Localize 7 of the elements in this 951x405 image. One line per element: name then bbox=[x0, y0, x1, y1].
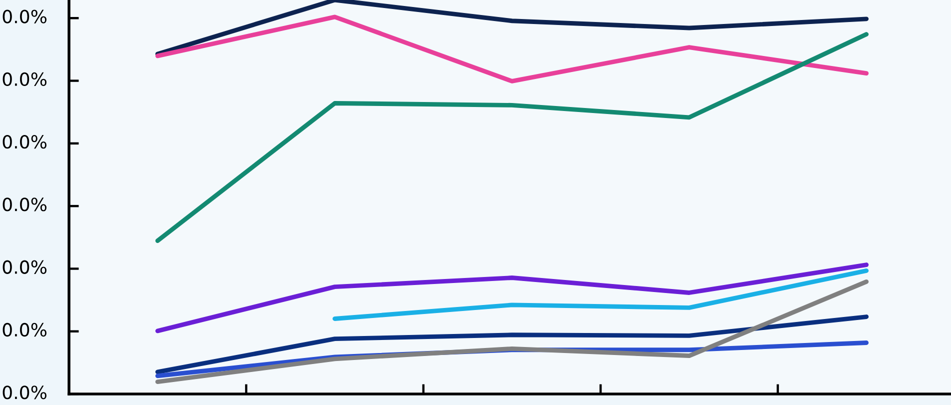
text: 0.0% bbox=[2, 386, 46, 400]
text: 0.0% bbox=[2, 322, 46, 337]
text: 0.0% bbox=[2, 10, 46, 24]
text: 0.0% bbox=[2, 72, 46, 86]
text: 0.0% bbox=[2, 198, 46, 212]
text: 0.0% bbox=[2, 135, 46, 149]
text: 0.0% bbox=[2, 260, 46, 274]
